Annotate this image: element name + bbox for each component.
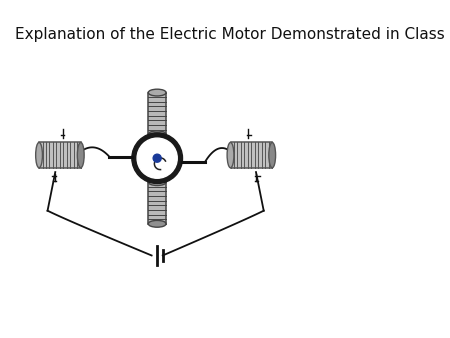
Text: Explanation of the Electric Motor Demonstrated in Class: Explanation of the Electric Motor Demons… bbox=[15, 27, 445, 42]
FancyBboxPatch shape bbox=[148, 182, 166, 224]
Ellipse shape bbox=[148, 89, 166, 96]
FancyBboxPatch shape bbox=[230, 142, 272, 168]
Ellipse shape bbox=[148, 131, 166, 138]
Circle shape bbox=[137, 138, 177, 178]
FancyBboxPatch shape bbox=[148, 93, 166, 134]
Ellipse shape bbox=[77, 142, 84, 168]
Ellipse shape bbox=[227, 142, 234, 168]
Circle shape bbox=[132, 133, 183, 184]
Circle shape bbox=[153, 154, 161, 162]
FancyBboxPatch shape bbox=[39, 142, 81, 168]
Ellipse shape bbox=[269, 142, 275, 168]
Ellipse shape bbox=[148, 220, 166, 227]
Ellipse shape bbox=[36, 142, 42, 168]
Ellipse shape bbox=[148, 179, 166, 186]
